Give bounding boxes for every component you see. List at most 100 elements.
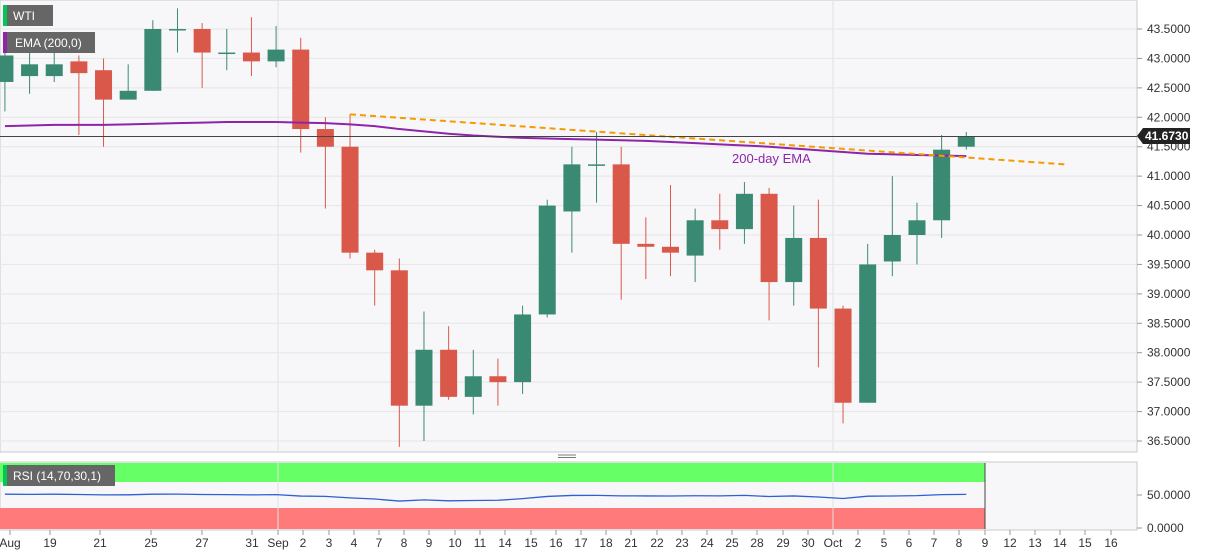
candle xyxy=(168,8,186,53)
price-axis-label: 37.0000 xyxy=(1147,405,1191,419)
date-axis-label: 16 xyxy=(1104,536,1118,550)
date-axis-label: 8 xyxy=(401,536,408,550)
candle xyxy=(21,46,39,94)
candle xyxy=(390,258,408,447)
date-axis-label: 9 xyxy=(982,536,989,550)
candle xyxy=(563,146,581,253)
date-axis-label: 29 xyxy=(776,536,790,550)
candle-body xyxy=(661,246,679,253)
candle-body xyxy=(711,220,729,230)
candle-body xyxy=(612,164,630,244)
candle xyxy=(538,199,556,318)
price-axis-label: 38.0000 xyxy=(1147,346,1191,360)
candle xyxy=(440,326,458,400)
candle-body xyxy=(70,61,88,74)
candle-body xyxy=(242,52,260,62)
candle xyxy=(809,199,827,368)
candle-body xyxy=(859,264,877,403)
candle xyxy=(119,64,137,100)
date-axis-label: 15 xyxy=(524,536,538,550)
candle-body xyxy=(957,136,975,147)
date-axis-label: Sep xyxy=(267,536,289,550)
candle xyxy=(612,146,630,300)
rsi-axis[interactable]: 50.0000 0.0000 xyxy=(1137,488,1191,535)
candle xyxy=(785,205,803,306)
rsi-line xyxy=(4,493,967,502)
candle-body xyxy=(735,193,753,230)
price-axis-label: 43.5000 xyxy=(1147,22,1191,36)
date-axis-label: 9 xyxy=(426,536,433,550)
date-axis[interactable]: Aug 19 21 25 27 31 Sep 2 3 4 7 8 9 10 11 14 15 16 17 18 21 22… xyxy=(0,530,1118,550)
date-axis-label: 2 xyxy=(855,536,862,550)
candle xyxy=(957,132,975,150)
candle-body xyxy=(686,220,704,256)
date-axis-label: 19 xyxy=(43,536,57,550)
candle-body xyxy=(316,129,334,147)
rsi-overbought-zone xyxy=(0,463,985,482)
candle xyxy=(859,243,877,403)
main-pane[interactable] xyxy=(0,0,1138,453)
candle-body xyxy=(489,376,507,383)
candle-body xyxy=(95,70,113,100)
price-axis-label: 43.0000 xyxy=(1147,51,1191,65)
candle xyxy=(711,193,729,250)
candle-body xyxy=(0,55,14,82)
pane-splitter-handle[interactable] xyxy=(556,453,578,461)
candle-body xyxy=(341,146,359,253)
candle xyxy=(267,26,285,68)
price-axis-label: 39.0000 xyxy=(1147,287,1191,301)
date-axis-label: 25 xyxy=(725,536,739,550)
date-axis-label: 5 xyxy=(881,536,888,550)
ema-label-box[interactable]: EMA (200,0) xyxy=(3,32,95,53)
ema-annotation: 200-day EMA xyxy=(732,151,811,166)
date-axis-label: Aug xyxy=(0,536,21,550)
candle xyxy=(218,29,236,71)
date-axis-label: 24 xyxy=(700,536,714,550)
price-axis-label: 37.5000 xyxy=(1147,375,1191,389)
candle-body xyxy=(588,164,606,166)
price-axis-label: 39.5000 xyxy=(1147,257,1191,271)
date-axis-label: 25 xyxy=(144,536,158,550)
candle-body xyxy=(440,349,458,397)
candle-body xyxy=(834,308,852,403)
candle xyxy=(0,52,14,112)
candle-body xyxy=(21,64,39,77)
candle-body xyxy=(366,252,384,271)
candle-body xyxy=(538,205,556,315)
date-axis-label: 7 xyxy=(931,536,938,550)
candle xyxy=(735,182,753,244)
date-axis-label: 2 xyxy=(300,536,307,550)
price-axis-label: 40.5000 xyxy=(1147,199,1191,213)
rsi-axis-label: 50.0000 xyxy=(1147,488,1191,502)
candle xyxy=(193,23,211,88)
candle xyxy=(292,37,310,153)
date-axis-label: 21 xyxy=(624,536,638,550)
date-axis-label: Oct xyxy=(824,536,843,550)
price-axis-label: 36.5000 xyxy=(1147,434,1191,448)
candle xyxy=(686,208,704,283)
date-axis-label: 17 xyxy=(574,536,588,550)
candle-body xyxy=(144,29,162,91)
candle xyxy=(242,17,260,77)
candle-body xyxy=(267,49,285,62)
date-axis-label: 27 xyxy=(195,536,209,550)
candle xyxy=(366,249,384,306)
candle-body xyxy=(292,49,310,130)
candle xyxy=(933,134,951,238)
candle xyxy=(316,117,334,209)
date-axis-label: 12 xyxy=(1003,536,1017,550)
candle xyxy=(464,349,482,415)
price-axis-label: 38.5000 xyxy=(1147,316,1191,330)
candle xyxy=(144,20,162,91)
date-axis-label: 13 xyxy=(1028,536,1042,550)
date-axis-label: 3 xyxy=(326,536,333,550)
candle xyxy=(661,184,679,277)
date-axis-label: 22 xyxy=(650,536,664,550)
symbol-label-box[interactable]: WTI xyxy=(3,5,53,26)
candle xyxy=(514,305,532,394)
price-axis-label: 40.0000 xyxy=(1147,228,1191,242)
date-axis-label: 16 xyxy=(549,536,563,550)
date-axis-label: 28 xyxy=(750,536,764,550)
price-axis[interactable]: 43.500043.000042.500042.000041.500041.00… xyxy=(1137,22,1191,448)
rsi-label-box[interactable]: RSI (14,70,30,1) xyxy=(3,465,115,486)
